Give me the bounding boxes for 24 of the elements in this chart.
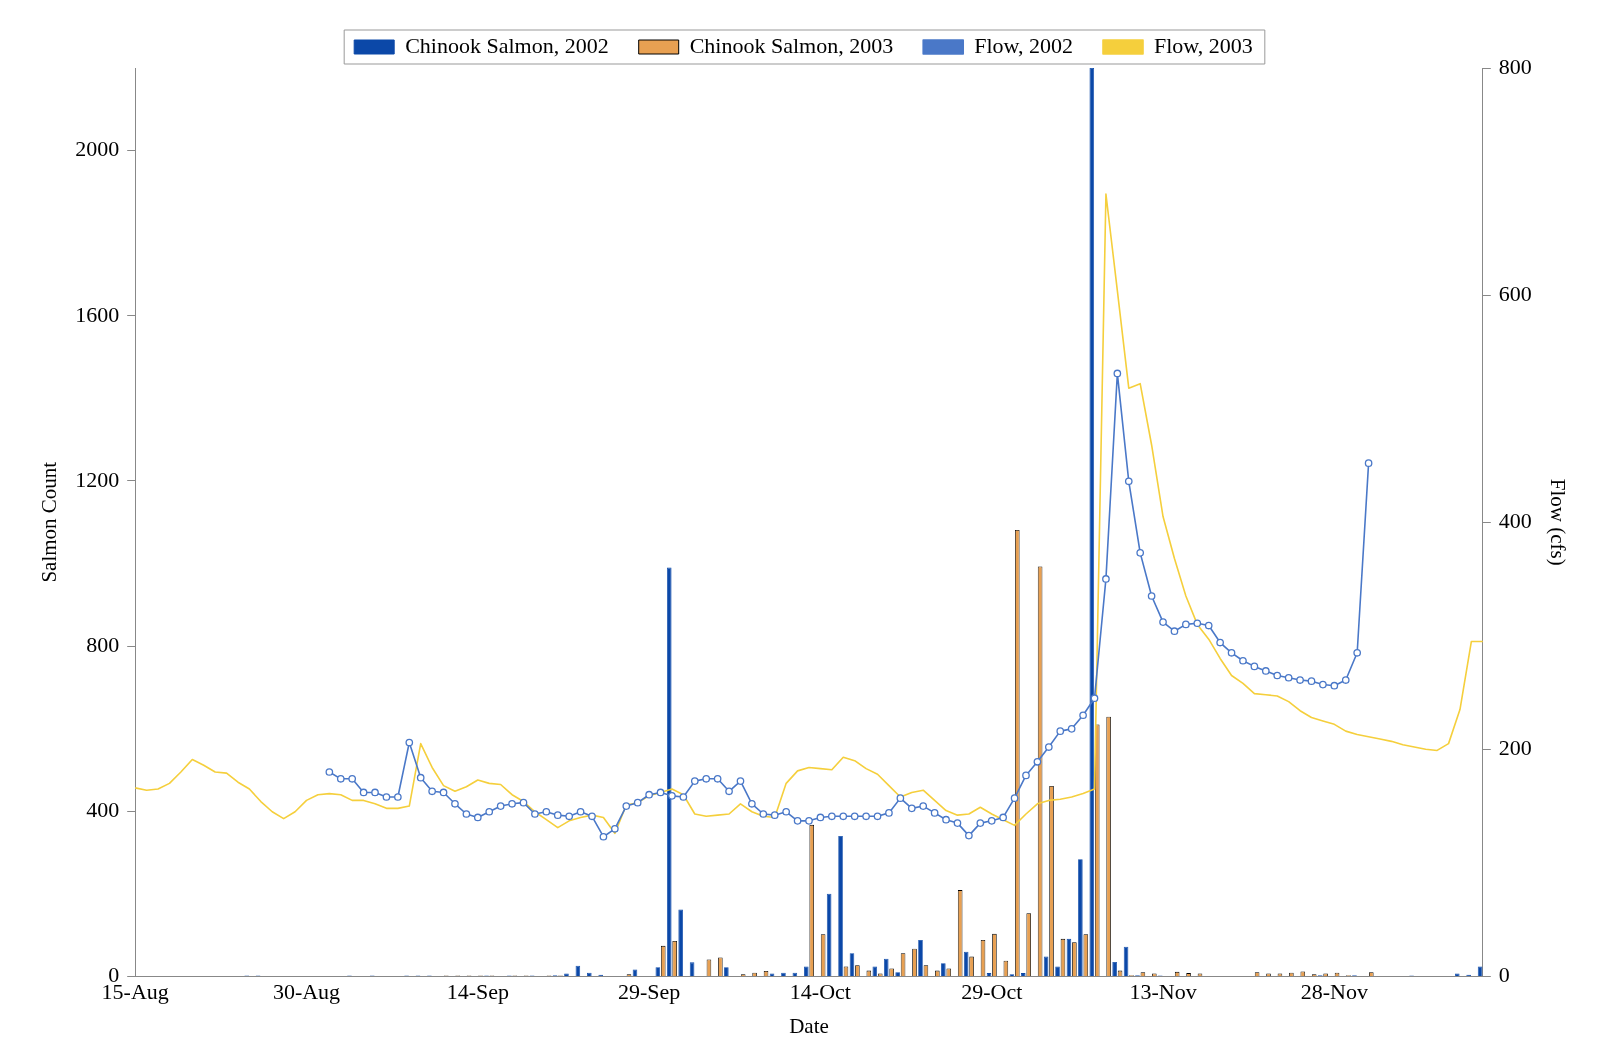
y-tick-label: 800	[86, 631, 120, 657]
legend-label: Chinook Salmon, 2002	[405, 32, 609, 58]
legend-label: Flow, 2002	[974, 32, 1074, 58]
y2-tick-label: 600	[1498, 280, 1532, 306]
y2-tick-label: 200	[1498, 735, 1532, 761]
x-tick-label: 14-Sep	[446, 979, 509, 1005]
x-tick-label: 13-Nov	[1129, 979, 1197, 1005]
y2-tick-label: 800	[1498, 53, 1532, 79]
y-axis-title: Salmon Count	[37, 461, 62, 583]
y2-axis-title: Flow (cfs)	[1545, 478, 1570, 566]
y-tick-label: 400	[86, 797, 120, 823]
y2-tick-label: 400	[1498, 507, 1532, 533]
y-tick-label: 1200	[75, 466, 120, 492]
y2-tick-label: 0	[1498, 962, 1510, 988]
x-axis-title: Date	[789, 1013, 829, 1038]
x-tick-label: 29-Oct	[961, 979, 1023, 1005]
x-tick-label: 30-Aug	[272, 979, 341, 1005]
x-tick-label: 14-Oct	[789, 979, 851, 1005]
legend-label: Flow, 2003	[1154, 32, 1253, 58]
y-tick-label: 1600	[75, 301, 120, 327]
y-tick-label: 2000	[75, 136, 120, 162]
legend-label: Chinook Salmon, 2003	[689, 32, 894, 58]
x-tick-label: 28-Nov	[1300, 979, 1368, 1005]
x-tick-label: 29-Sep	[617, 979, 681, 1005]
